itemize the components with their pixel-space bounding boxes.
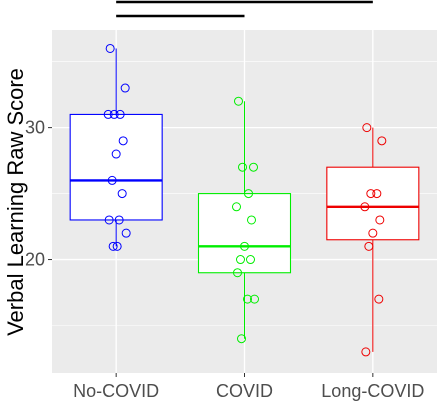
x-axis-ticks: No-COVID COVID Long-COVID [73, 373, 424, 401]
data-point [121, 228, 131, 238]
y-axis-title: Verbal Learning Raw Score [3, 68, 28, 336]
data-point [112, 241, 122, 251]
data-point [117, 189, 127, 199]
data-point [107, 175, 117, 185]
data-point [361, 347, 371, 357]
box-iqr [69, 113, 163, 221]
data-point [103, 109, 113, 119]
data-point [104, 215, 114, 225]
data-point [120, 83, 130, 93]
data-point [360, 202, 370, 212]
data-point [366, 189, 376, 199]
data-point [118, 136, 128, 146]
data-point [108, 241, 118, 251]
data-point [374, 294, 384, 304]
data-point [237, 334, 246, 344]
boxes [69, 48, 420, 352]
data-point [234, 96, 243, 106]
data-point [247, 215, 256, 225]
box-iqr [326, 166, 420, 241]
data-point [250, 294, 259, 304]
box-no-covid [69, 48, 163, 247]
data-point [375, 215, 385, 225]
x-tick-label: COVID [216, 381, 273, 401]
data-point [109, 109, 119, 119]
data-point [243, 294, 252, 304]
y-tick-label: 20 [25, 250, 45, 270]
data-point [115, 109, 125, 119]
data-points [103, 43, 387, 357]
data-point [368, 228, 378, 238]
data-point [111, 149, 121, 159]
data-point [364, 241, 374, 251]
data-point [238, 162, 247, 172]
data-point [377, 136, 387, 146]
data-point [249, 162, 258, 172]
y-tick-label: 30 [25, 118, 45, 138]
data-point [362, 123, 372, 133]
data-point [114, 215, 124, 225]
data-point [246, 255, 255, 265]
data-point [236, 255, 245, 265]
x-tick-label: Long-COVID [321, 381, 424, 401]
significance-bars [116, 0, 373, 18]
x-tick-label: No-COVID [73, 381, 159, 401]
data-point [372, 189, 382, 199]
data-point [233, 268, 242, 278]
data-point [240, 241, 249, 251]
data-point [244, 189, 253, 199]
data-point [232, 202, 241, 212]
data-point [105, 43, 115, 53]
box-long-covid [326, 127, 420, 352]
